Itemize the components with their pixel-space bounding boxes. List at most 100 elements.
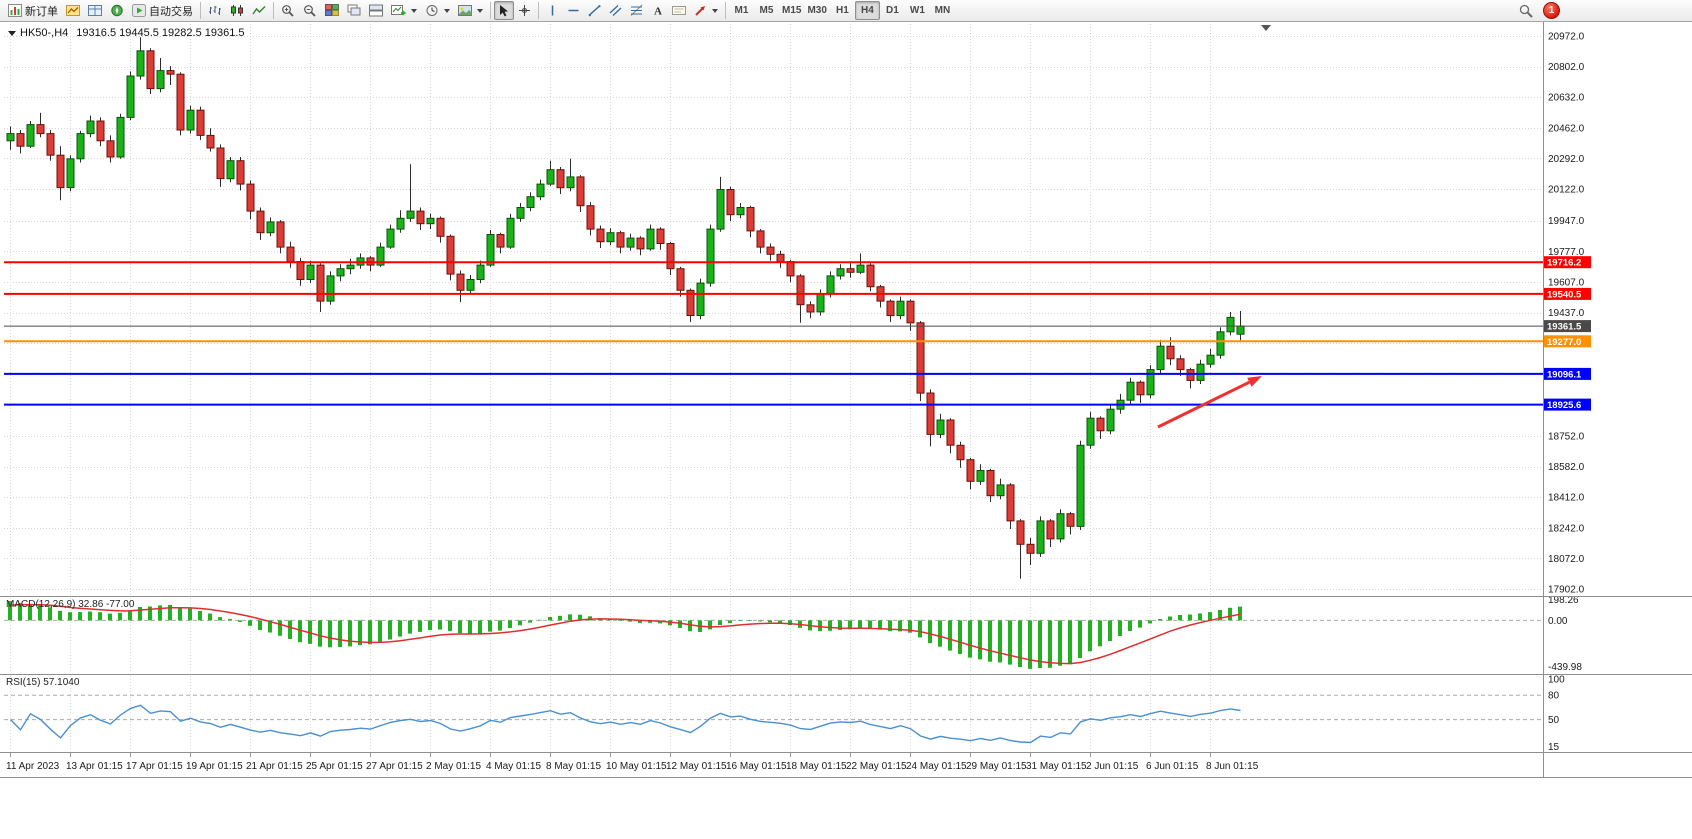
chevron-down-icon <box>411 8 417 13</box>
svg-text:-439.98: -439.98 <box>1548 662 1582 673</box>
svg-text:0.00: 0.00 <box>1548 616 1568 627</box>
cascade-windows-button[interactable] <box>343 1 365 20</box>
toolbar-separator <box>273 2 274 19</box>
svg-text:6 Jun 01:15: 6 Jun 01:15 <box>1146 761 1199 772</box>
cursor-button[interactable] <box>494 1 514 20</box>
chevron-down-icon <box>444 8 450 13</box>
timeframe-button-h4[interactable]: H4 <box>854 1 880 20</box>
rsi-line <box>10 704 1241 744</box>
svg-text:19 Apr 01:15: 19 Apr 01:15 <box>186 761 243 772</box>
bar-chart-icon <box>209 6 221 15</box>
svg-text:19096.1: 19096.1 <box>1547 369 1582 380</box>
line-chart-button[interactable] <box>248 1 270 20</box>
label-icon <box>672 6 686 15</box>
crosshair-button[interactable] <box>514 1 535 20</box>
chart-shift-marker <box>1261 25 1271 31</box>
arrange-windows-button[interactable] <box>365 1 387 20</box>
navigator-button[interactable] <box>106 1 128 20</box>
svg-text:100: 100 <box>1548 675 1565 686</box>
crosshair-icon <box>519 5 530 16</box>
svg-text:19437.0: 19437.0 <box>1548 308 1585 319</box>
svg-text:19361.5: 19361.5 <box>1547 322 1582 333</box>
timeframe-button-m5[interactable]: M5 <box>754 1 779 20</box>
price-tag <box>1544 367 1591 380</box>
price-tag <box>1544 287 1591 300</box>
svg-text:A: A <box>654 6 662 18</box>
horizontal-line-icon <box>568 9 579 12</box>
arrow-symbol-icon <box>695 6 705 16</box>
tile-windows-button[interactable] <box>321 1 343 20</box>
svg-text:18242.0: 18242.0 <box>1548 523 1585 534</box>
svg-text:19540.5: 19540.5 <box>1547 289 1582 300</box>
zoom-in-button[interactable] <box>277 1 299 20</box>
cursor-icon <box>500 5 508 17</box>
search-icon[interactable] <box>1519 4 1533 18</box>
timeframe-button-h1[interactable]: H1 <box>830 1 855 20</box>
new-order-button[interactable]: 新订单 <box>4 1 62 20</box>
candlestick-chart-button[interactable] <box>226 1 248 20</box>
svg-text:20802.0: 20802.0 <box>1548 62 1585 73</box>
template-button[interactable] <box>454 1 487 20</box>
autotrading-button[interactable]: 自动交易 <box>128 1 197 20</box>
template-icon <box>458 5 472 16</box>
svg-text:13 Apr 01:15: 13 Apr 01:15 <box>66 761 123 772</box>
cascade-windows-icon <box>347 4 361 16</box>
candlestick-chart-icon <box>231 5 243 16</box>
data-window-icon <box>88 5 102 16</box>
svg-text:15: 15 <box>1548 742 1560 753</box>
toolbar: 新订单 自动交易 <box>0 0 1692 22</box>
svg-text:19777.0: 19777.0 <box>1548 247 1585 258</box>
svg-text:18072.0: 18072.0 <box>1548 554 1585 565</box>
candlesticks[interactable] <box>6 37 1245 579</box>
market-watch-button[interactable] <box>62 1 84 20</box>
macd-histogram <box>8 601 1242 669</box>
timeframe-button-d1[interactable]: D1 <box>880 1 905 20</box>
svg-text:19947.0: 19947.0 <box>1548 216 1585 227</box>
market-watch-icon <box>66 5 80 16</box>
data-window-button[interactable] <box>84 1 106 20</box>
vertical-line-tool-button[interactable] <box>542 1 563 20</box>
svg-text:18752.0: 18752.0 <box>1548 431 1585 442</box>
autotrading-label: 自动交易 <box>149 5 193 18</box>
svg-text:18 May 01:15: 18 May 01:15 <box>786 761 847 772</box>
new-chart-button[interactable] <box>387 1 421 20</box>
price-tag <box>1544 256 1591 269</box>
timeframe-group: M1 M5 M15 M30 H1 H4 D1 W1 MN <box>729 1 955 20</box>
timeframe-button-m15[interactable]: M15 <box>779 1 804 20</box>
svg-text:29 May 01:15: 29 May 01:15 <box>966 761 1027 772</box>
timeframe-button-m1[interactable]: M1 <box>729 1 754 20</box>
navigator-icon <box>111 4 123 17</box>
zoom-out-button[interactable] <box>299 1 321 20</box>
timeframe-button-m30[interactable]: M30 <box>804 1 829 20</box>
trend-arrow[interactable] <box>1157 376 1262 429</box>
svg-text:50: 50 <box>1548 715 1560 726</box>
toolbar-separator <box>725 2 726 19</box>
bar-chart-button[interactable] <box>204 1 226 20</box>
toolbar-separator <box>538 2 539 19</box>
timeframe-button-mn[interactable]: MN <box>930 1 955 20</box>
vertical-line-icon <box>551 5 554 16</box>
notification-badge[interactable]: 1 <box>1543 2 1560 19</box>
svg-text:16 May 01:15: 16 May 01:15 <box>726 761 787 772</box>
svg-text:27 Apr 01:15: 27 Apr 01:15 <box>366 761 423 772</box>
svg-text:8 Jun 01:15: 8 Jun 01:15 <box>1206 761 1259 772</box>
period-button[interactable] <box>421 1 454 20</box>
price-tag <box>1544 320 1591 333</box>
svg-text:20972.0: 20972.0 <box>1548 32 1585 43</box>
channel-tool-button[interactable] <box>605 1 626 20</box>
toolbar-separator <box>490 2 491 19</box>
timeframe-button-w1[interactable]: W1 <box>905 1 930 20</box>
svg-text:21 Apr 01:15: 21 Apr 01:15 <box>246 761 303 772</box>
text-tool-button[interactable]: A <box>647 1 668 20</box>
new-order-icon <box>8 4 22 17</box>
label-tool-button[interactable] <box>668 1 690 20</box>
toolbar-separator <box>200 2 201 19</box>
price-tag <box>1544 398 1591 411</box>
horizontal-line-tool-button[interactable] <box>563 1 584 20</box>
trendline-tool-button[interactable] <box>584 1 605 20</box>
fibonacci-tool-button[interactable] <box>626 1 647 20</box>
channel-icon <box>609 5 622 16</box>
arrows-tool-button[interactable] <box>690 1 722 20</box>
chevron-down-icon <box>477 8 483 13</box>
